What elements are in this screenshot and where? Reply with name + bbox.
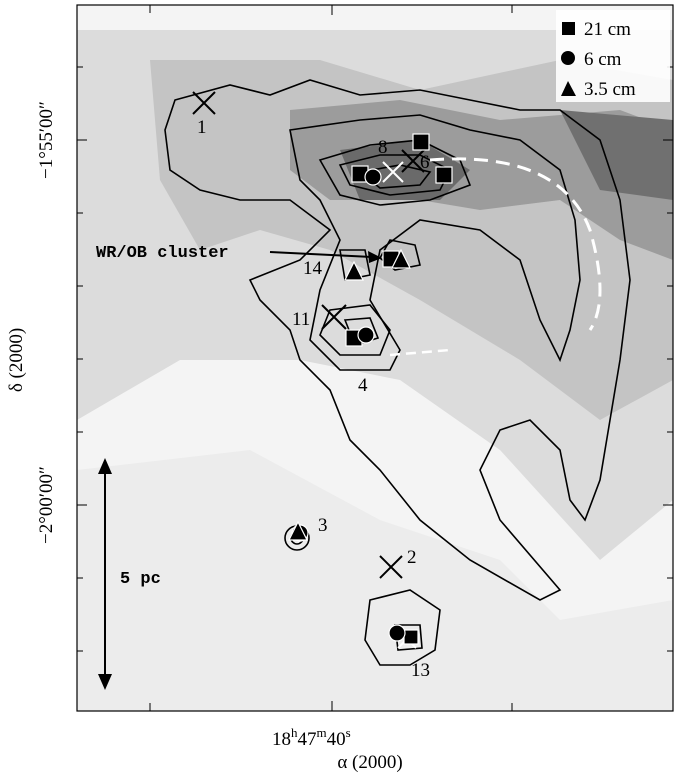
source-label: 3 [318, 515, 328, 536]
ra-tick-label: 18h47m40s [272, 725, 351, 750]
ra-part: 47 [298, 729, 317, 750]
cluster-label: WR/OB cluster [96, 244, 229, 263]
source-label: 6 [420, 152, 430, 173]
source-label: 13 [411, 660, 430, 681]
source-label: 14 [303, 258, 323, 279]
ra-part: 18 [272, 729, 291, 750]
source-label: 11 [292, 309, 310, 330]
legend: 21 cm 6 cm 3.5 cm [556, 10, 670, 102]
legend-label: 6 cm [584, 49, 622, 70]
dec-tick-label: −1°55′00″ [36, 101, 57, 179]
map-image [77, 5, 673, 711]
scale-label: 5 pc [120, 570, 161, 589]
source-label: 8 [378, 137, 388, 158]
ra-part: m [317, 725, 327, 740]
dec-axis-label: δ (2000) [6, 328, 27, 392]
source-label: 4 [358, 375, 368, 396]
source-label: 1 [197, 117, 207, 138]
ra-part: 40 [327, 729, 346, 750]
source-label: 2 [407, 547, 417, 568]
ra-part: s [346, 725, 351, 740]
figure: 21 cm 6 cm 3.5 cm 1 8 6 14 11 4 3 2 13 W… [0, 0, 675, 777]
dec-tick-label: −2°00′00″ [36, 466, 57, 544]
legend-label: 21 cm [584, 19, 631, 40]
legend-label: 3.5 cm [584, 79, 636, 100]
ra-axis-label: α (2000) [337, 752, 402, 773]
